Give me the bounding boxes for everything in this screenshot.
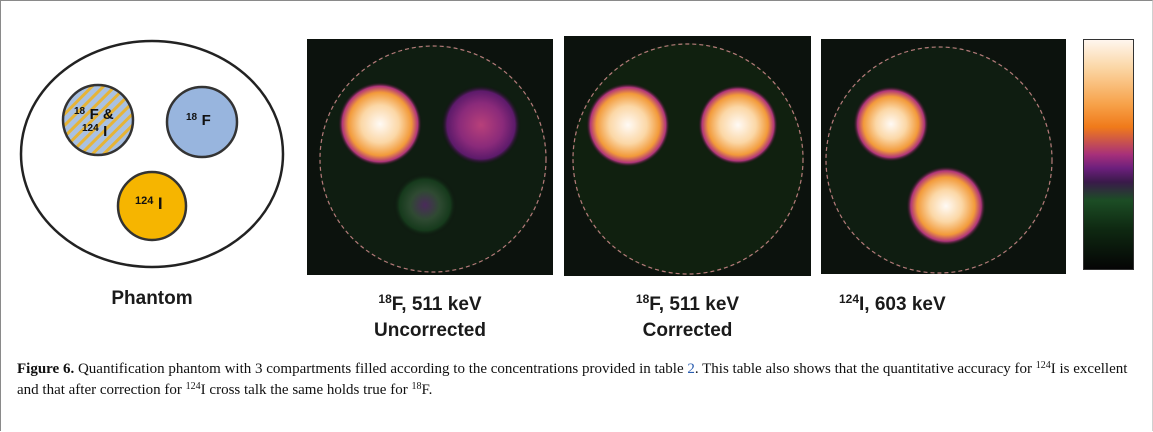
hot-spot-mixed bbox=[853, 86, 929, 162]
panel1-line2: Uncorrected bbox=[374, 320, 486, 341]
hot-spot-left bbox=[586, 83, 670, 167]
caption-text-2: . This table also shows that the quantit… bbox=[694, 361, 1036, 377]
caption-text-4: I cross talk the same holds true for bbox=[200, 382, 412, 398]
colorbar bbox=[1083, 39, 1134, 270]
hot-spot-i124 bbox=[906, 166, 986, 246]
figure-label: Figure 6. bbox=[17, 361, 75, 377]
mixed-sym2: I bbox=[103, 123, 107, 140]
panel2-line1: F, 511 keV bbox=[649, 294, 740, 315]
table-link[interactable]: 2 bbox=[687, 361, 695, 377]
svg-text:124 I: 124 I bbox=[82, 118, 107, 140]
phantom-diagram: 18 F & 124 I 18 F 124 I bbox=[19, 39, 285, 269]
compartment-i124 bbox=[116, 170, 188, 242]
hot-spot-f18-mixed bbox=[338, 82, 422, 166]
f18-sym: F bbox=[202, 112, 211, 129]
crosstalk-spot-i124-region bbox=[441, 85, 521, 165]
panel3-line1: I, 603 keV bbox=[859, 294, 946, 315]
caption-iso-2: 124 bbox=[185, 381, 201, 392]
image-panel-i124 bbox=[821, 39, 1066, 274]
image-panel-corrected bbox=[564, 36, 811, 276]
caption-text-3: I is excellent and that after correction… bbox=[17, 361, 1128, 398]
panel1-line1: F, 511 keV bbox=[391, 294, 482, 315]
panel2-iso: 18 bbox=[635, 292, 650, 306]
caption-iso-3: 18 bbox=[411, 381, 422, 392]
svg-text:18 F: 18 F bbox=[186, 107, 211, 129]
caption-text-1: Quantification phantom with 3 compartmen… bbox=[77, 361, 688, 377]
panel3-iso: 124 bbox=[839, 292, 860, 306]
panel-label-corrected: 18F, 511 keV Corrected bbox=[564, 286, 811, 344]
i124-iso: 124 bbox=[135, 195, 154, 207]
i124-sym: I bbox=[158, 194, 163, 213]
hot-spot-right bbox=[698, 85, 778, 165]
phantom-label: Phantom bbox=[111, 288, 193, 309]
figure-caption: Figure 6. Quantification phantom with 3 … bbox=[17, 357, 1137, 399]
panel-label-uncorrected: 18F, 511 keV Uncorrected bbox=[307, 286, 553, 344]
mixed-sym1: F & bbox=[90, 106, 114, 123]
compartment-f18 bbox=[165, 85, 239, 159]
mixed-iso2: 124 bbox=[82, 123, 99, 134]
caption-text-5: F. bbox=[421, 382, 433, 398]
image-panel-uncorrected bbox=[307, 39, 553, 275]
svg-text:124 I: 124 I bbox=[135, 191, 163, 213]
panel2-line2: Corrected bbox=[642, 320, 733, 341]
faint-spot-i124 bbox=[393, 173, 457, 237]
fov-dashed-circle bbox=[319, 45, 547, 273]
fov-dashed-circle bbox=[825, 46, 1053, 274]
panel-label-i124: 124I, 603 keV bbox=[821, 286, 1066, 318]
mixed-iso1: 18 bbox=[74, 106, 86, 117]
panel1-iso: 18 bbox=[378, 292, 392, 306]
compartment-mixed bbox=[61, 83, 135, 157]
svg-text:18 F &: 18 F & bbox=[74, 101, 114, 123]
f18-iso: 18 bbox=[186, 112, 198, 123]
caption-iso-1: 124 bbox=[1035, 360, 1051, 371]
fov-dashed-circle bbox=[572, 43, 804, 275]
